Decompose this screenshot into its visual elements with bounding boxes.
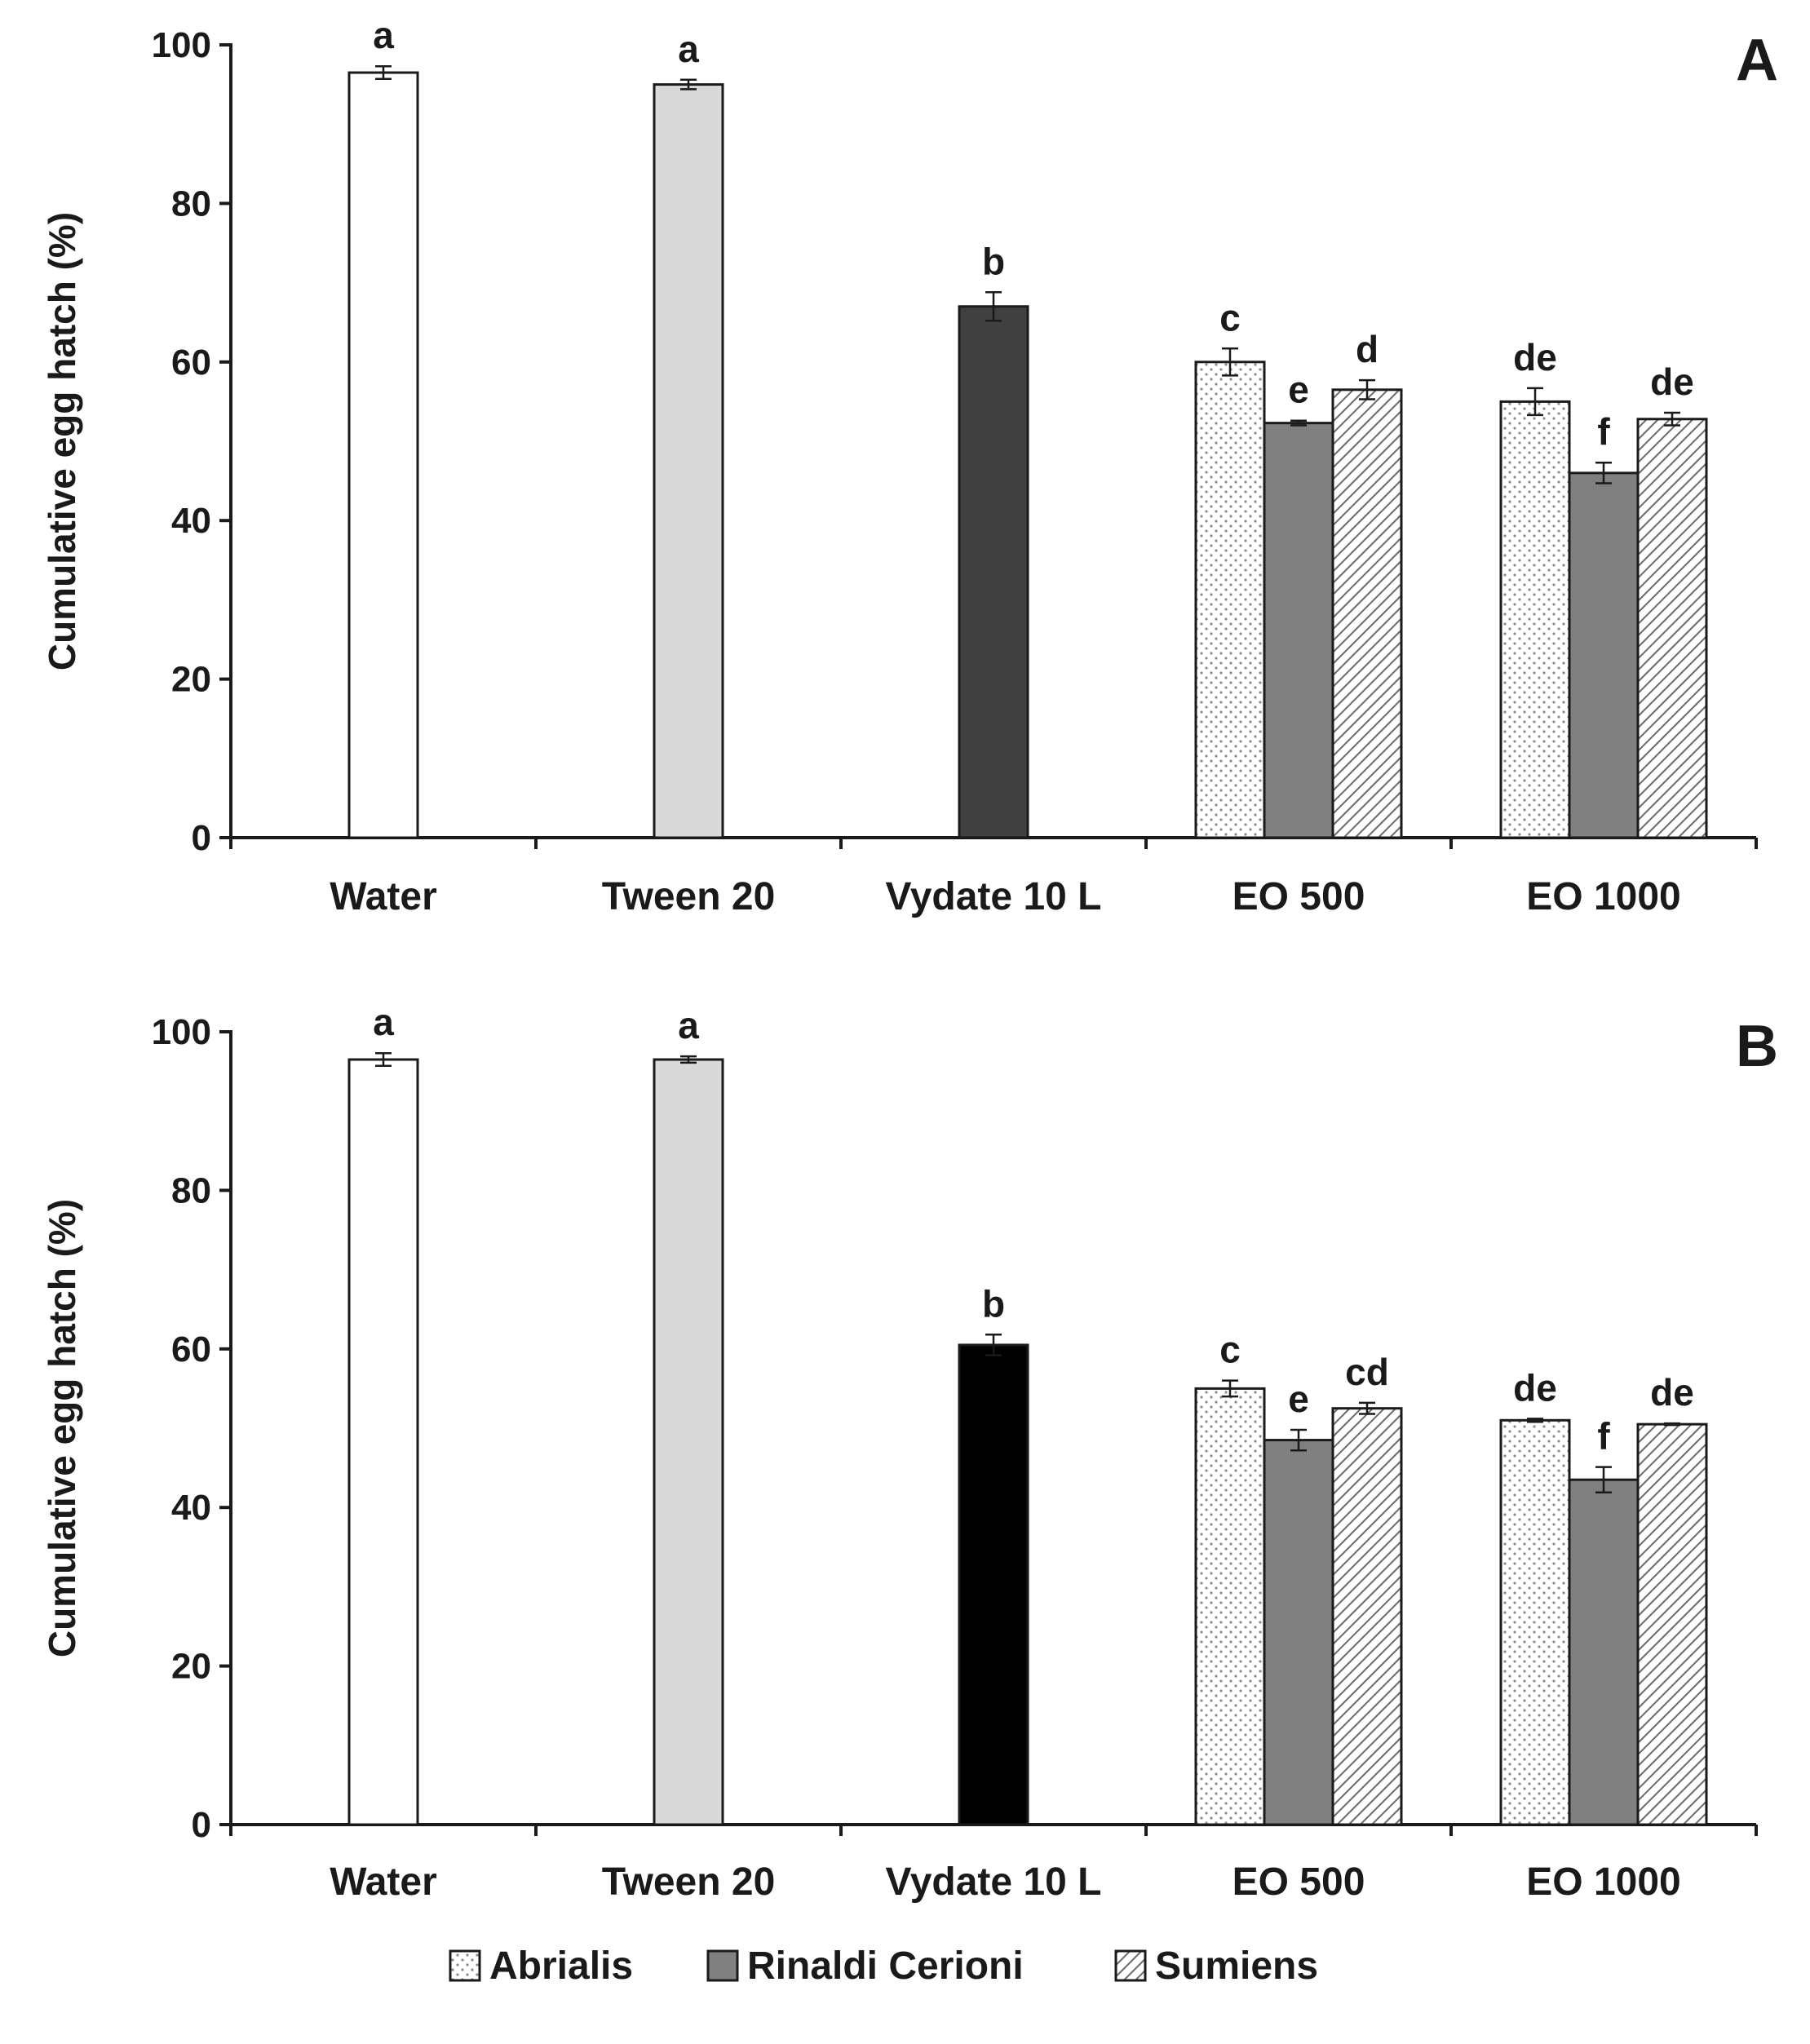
- bar-eo-500-rinaldi-cerioni: [1263, 1439, 1334, 1826]
- x-tick-label: Tween 20: [602, 875, 776, 918]
- significance-label: cd: [1345, 1351, 1389, 1393]
- bar-eo-500-abrialis: [1194, 361, 1266, 839]
- significance-label: b: [982, 1282, 1005, 1325]
- y-tick-label: 100: [152, 25, 211, 65]
- bar-eo-500-sumiens: [1331, 388, 1403, 839]
- bar-eo-1000-rinaldi-cerioni: [1568, 1478, 1640, 1826]
- legend-swatch-sumiens: [1114, 1949, 1147, 1982]
- y-tick-label: 20: [171, 1647, 211, 1687]
- x-tick-label: Vydate 10 L: [885, 875, 1101, 918]
- bar-eo-1000-abrialis: [1499, 400, 1571, 839]
- panel-label: A: [1736, 28, 1778, 93]
- bar-tween-20-tween-20: [653, 1058, 724, 1826]
- significance-label: b: [982, 240, 1005, 282]
- significance-label: de: [1513, 1366, 1557, 1409]
- x-tick-label: Water: [330, 875, 437, 918]
- y-tick-label: 0: [192, 818, 211, 858]
- significance-label: a: [678, 1004, 699, 1046]
- significance-label: c: [1219, 1329, 1241, 1371]
- x-tick-label: Water: [330, 1860, 437, 1904]
- bar-eo-500-sumiens: [1331, 1407, 1403, 1826]
- bar-eo-500-abrialis: [1194, 1387, 1266, 1826]
- y-tick-label: 60: [171, 343, 211, 383]
- y-tick-label: 0: [192, 1805, 211, 1845]
- significance-label: f: [1597, 1415, 1610, 1458]
- legend-label-sumiens: Sumiens: [1155, 1944, 1318, 1988]
- significance-label: a: [678, 28, 699, 70]
- y-tick-label: 100: [152, 1012, 211, 1052]
- bar-eo-1000-rinaldi-cerioni: [1568, 471, 1640, 839]
- x-tick-label: EO 500: [1232, 875, 1365, 918]
- bar-eo-1000-abrialis: [1499, 1418, 1571, 1826]
- bar-water-water: [347, 1058, 419, 1826]
- x-tick-label: EO 1000: [1526, 875, 1680, 918]
- y-tick-label: 40: [171, 501, 211, 541]
- y-tick-label: 60: [171, 1329, 211, 1369]
- x-tick-label: Tween 20: [602, 1860, 776, 1904]
- significance-label: f: [1597, 410, 1610, 453]
- bar-tween-20-tween-20: [653, 83, 724, 839]
- significance-label: de: [1650, 1371, 1694, 1414]
- legend-swatch-abrialis: [449, 1949, 481, 1982]
- significance-label: c: [1219, 296, 1241, 338]
- bar-eo-500-rinaldi-cerioni: [1263, 422, 1334, 839]
- legend-swatch-rinaldi-cerioni: [706, 1949, 739, 1982]
- significance-label: a: [373, 14, 394, 56]
- y-tick-label: 80: [171, 1170, 211, 1210]
- significance-label: e: [1288, 369, 1309, 411]
- x-tick-label: Vydate 10 L: [885, 1860, 1101, 1904]
- panel-b: 0 20 40 60 80 100 Cumulative egg hatch (%) Ba Wa…: [41, 1001, 1778, 1904]
- bar-vydate-10-l-vydate-10-l: [958, 1343, 1029, 1826]
- significance-label: d: [1356, 328, 1379, 370]
- bar-eo-1000-sumiens: [1636, 1422, 1708, 1826]
- x-tick-label: EO 1000: [1526, 1860, 1680, 1904]
- y-axis-label: Cumulative egg hatch (%): [41, 212, 83, 670]
- bar-vydate-10-l-vydate-10-l: [958, 305, 1029, 839]
- legend: Abrialis Rinaldi Cerioni Sumiens: [449, 1944, 1318, 1988]
- significance-label: a: [373, 1001, 394, 1043]
- x-tick-label: EO 500: [1232, 1860, 1365, 1904]
- bar-eo-1000-sumiens: [1636, 418, 1708, 839]
- legend-label-abrialis: Abrialis: [489, 1944, 633, 1988]
- significance-label: de: [1650, 361, 1694, 403]
- y-tick-label: 40: [171, 1488, 211, 1528]
- bar-water-water: [347, 71, 419, 839]
- significance-label: de: [1513, 336, 1557, 378]
- panel-label: B: [1736, 1014, 1778, 1079]
- y-tick-label: 80: [171, 184, 211, 223]
- legend-label-rinaldi-cerioni: Rinaldi Cerioni: [747, 1944, 1024, 1988]
- significance-label: e: [1288, 1378, 1309, 1420]
- panel-a: 0 20 40 60 80 100 Cumulative egg hatch (%) Aa Wa…: [41, 14, 1778, 918]
- y-tick-label: 20: [171, 660, 211, 700]
- y-axis-label: Cumulative egg hatch (%): [41, 1199, 83, 1657]
